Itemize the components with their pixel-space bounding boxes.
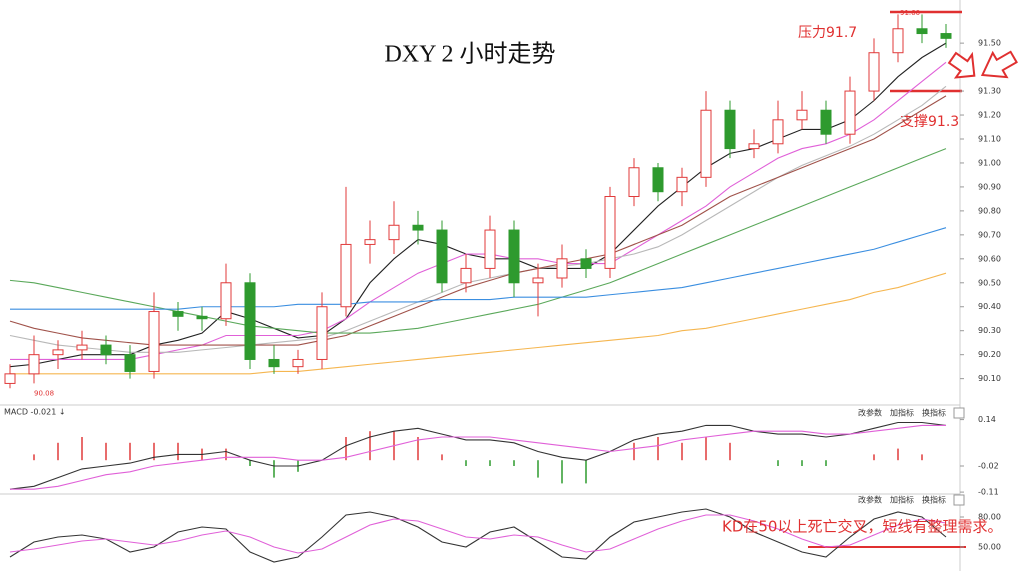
candle-body	[796, 109, 808, 121]
y-tick-label: 91.30	[978, 87, 1001, 96]
close-button[interactable]	[953, 407, 965, 419]
line-series	[9, 514, 947, 554]
candle-body	[820, 109, 832, 135]
chart-title: DXY 2 小时走势	[384, 41, 555, 68]
close-button[interactable]	[953, 494, 965, 506]
y-tick-label: 90.90	[978, 182, 1001, 191]
candle-body	[316, 306, 328, 360]
y-tick-label: 90.40	[978, 302, 1001, 311]
candle-body	[580, 258, 592, 269]
y-tick-label: 91.20	[978, 111, 1001, 120]
candle-body	[28, 354, 40, 375]
y-tick-label: 90.60	[978, 254, 1001, 263]
line-series	[9, 42, 947, 368]
y-tick-label: 80.00	[978, 513, 1001, 522]
price-mark: 90.08	[34, 389, 54, 397]
candle-body	[196, 315, 208, 320]
line-series	[9, 508, 947, 563]
candle-body	[100, 344, 112, 356]
y-tick-label: 90.10	[978, 374, 1001, 383]
support-label: 支撑91.3	[900, 114, 959, 130]
line-series	[10, 424, 946, 490]
line-series	[10, 227, 947, 310]
line-series	[9, 85, 947, 353]
macd-buttons: 改参数 加指标 换指标	[858, 407, 965, 419]
candle-body	[484, 229, 496, 269]
candle-body	[4, 373, 16, 384]
resistance-label: 压力91.7	[798, 25, 857, 41]
line-series	[9, 95, 947, 346]
candle-body	[292, 358, 304, 368]
candle-body	[244, 282, 256, 360]
y-tick-label: 91.00	[978, 158, 1001, 167]
candle-body	[124, 354, 136, 372]
candle-body	[700, 109, 712, 178]
candle-body	[460, 267, 472, 284]
candle-body	[676, 176, 688, 193]
candle-body	[340, 243, 352, 308]
candle-body	[508, 229, 520, 284]
candle-body	[628, 167, 640, 198]
candle-body	[724, 109, 736, 150]
candle-body	[220, 282, 232, 320]
candle-body	[412, 224, 424, 231]
candle-body	[172, 311, 184, 317]
y-tick-label: 91.10	[978, 134, 1001, 143]
y-tick-label: 90.30	[978, 326, 1001, 335]
button[interactable]: 改参数	[858, 408, 882, 418]
y-tick-label: 91.50	[978, 39, 1001, 48]
arrow-up	[980, 50, 1018, 79]
plot: 91.50 91.30 91.20 91.10 91.00 90.90 90.80 90.70…	[4, 9, 1001, 563]
kd-buttons: 改参数 加指标 换指标	[858, 494, 965, 506]
line-series	[9, 421, 947, 490]
candle-body	[844, 90, 856, 135]
button[interactable]: 加指标	[890, 495, 914, 505]
arrow-down	[947, 51, 976, 79]
line-series	[10, 272, 947, 375]
button[interactable]: 换指标	[922, 408, 946, 418]
candle-body	[604, 196, 616, 269]
y-tick-label: 90.80	[978, 206, 1001, 215]
button[interactable]: 换指标	[922, 495, 946, 505]
candle-body	[388, 224, 400, 241]
y-tick-label: 50.00	[978, 543, 1001, 552]
candle-body	[748, 143, 760, 150]
candle-body	[436, 229, 448, 284]
y-tick-label: 90.20	[978, 350, 1001, 359]
y-tick-label: 90.70	[978, 230, 1001, 239]
y-tick-label: 90.50	[978, 278, 1001, 287]
candle-body	[148, 311, 160, 372]
macd-label: MACD -0.021 ↓	[4, 408, 66, 417]
candle-body	[52, 349, 64, 356]
button[interactable]: 改参数	[858, 495, 882, 505]
y-tick-label: 0.14	[978, 415, 996, 424]
candle-body	[772, 119, 784, 145]
price-mark: 91.60	[900, 9, 920, 17]
candle-body	[916, 28, 928, 35]
kd-annotation: KD在50以上死亡交叉，短线有整理需求。	[722, 518, 1002, 536]
y-tick-label: -0.02	[978, 462, 999, 471]
candle-body	[532, 277, 544, 284]
candle-body	[940, 33, 952, 39]
candle-body	[868, 52, 880, 92]
candle-body	[556, 258, 568, 279]
candle-body	[364, 239, 376, 245]
candle-body	[652, 167, 664, 193]
button[interactable]: 加指标	[890, 408, 914, 418]
candle-body	[268, 358, 280, 368]
candle-body	[76, 344, 88, 351]
candle-body	[892, 28, 904, 54]
y-tick-label: -0.11	[978, 488, 999, 497]
